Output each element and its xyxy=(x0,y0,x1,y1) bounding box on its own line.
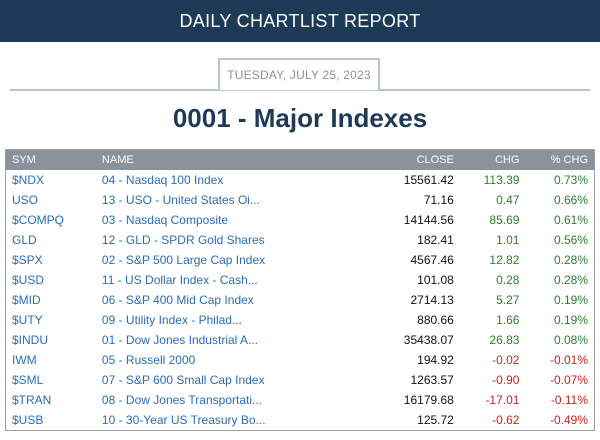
table-row[interactable]: $TRAN 08 - Dow Jones Transportati... 16179… xyxy=(6,390,595,410)
symbol-link[interactable]: $INDU xyxy=(12,333,49,347)
symbol-link[interactable]: USO xyxy=(12,193,39,207)
close-value: 125.72 xyxy=(417,413,454,427)
name-link[interactable]: 04 - Nasdaq 100 Index xyxy=(101,173,224,187)
symbol-link[interactable]: $COMPQ xyxy=(12,213,65,227)
table-row[interactable]: $USB 10 - 30-Year US Treasury Bo... 125.72… xyxy=(6,410,595,431)
table-row[interactable]: USO 13 - USO - United States Oi... 71.16 0.… xyxy=(6,190,595,210)
percent-change-value: 0.08% xyxy=(553,333,588,347)
table-row[interactable]: $UTY 09 - Utility Index - Philad... 880.66… xyxy=(6,310,595,330)
table-row[interactable]: $SML 07 - S&P 600 Small Cap Index 1263.57 -… xyxy=(6,370,595,390)
column-header-chg[interactable]: CHG xyxy=(494,154,520,166)
percent-change-value: -0.11% xyxy=(550,393,588,407)
change-value: 12.82 xyxy=(489,253,520,267)
percent-change-value: 0.28% xyxy=(553,253,588,267)
name-link[interactable]: 03 - Nasdaq Composite xyxy=(101,213,228,227)
change-value: 5.27 xyxy=(496,293,520,307)
column-header-close[interactable]: CLOSE xyxy=(416,154,454,166)
change-value: -0.90 xyxy=(492,373,520,387)
column-header-pct-chg[interactable]: % CHG xyxy=(550,154,588,166)
symbol-link[interactable]: $USD xyxy=(12,273,45,287)
change-value: -0.62 xyxy=(492,413,520,427)
name-link[interactable]: 10 - 30-Year US Treasury Bo... xyxy=(101,413,266,427)
change-value: 0.47 xyxy=(496,193,520,207)
close-value: 16179.68 xyxy=(403,393,454,407)
change-value: -0.02 xyxy=(492,353,520,367)
percent-change-value: -0.01% xyxy=(549,353,588,367)
percent-change-value: 0.66% xyxy=(553,193,588,207)
percent-change-value: 0.73% xyxy=(553,173,588,187)
close-value: 182.41 xyxy=(417,233,454,247)
table-row[interactable]: $INDU 01 - Dow Jones Industrial A... 35438… xyxy=(6,330,595,350)
name-link[interactable]: 12 - GLD - SPDR Gold Shares xyxy=(101,233,265,247)
close-value: 880.66 xyxy=(417,313,454,327)
percent-change-value: 0.56% xyxy=(553,233,588,247)
table-row[interactable]: $MID 06 - S&P 400 Mid Cap Index 2714.13 5.2… xyxy=(6,290,595,310)
close-value: 14144.56 xyxy=(403,213,454,227)
percent-change-value: -0.49% xyxy=(549,413,588,427)
name-link[interactable]: 06 - S&P 400 Mid Cap Index xyxy=(101,293,254,307)
symbol-link[interactable]: $SPX xyxy=(12,253,43,267)
percent-change-value: 0.61% xyxy=(553,213,588,227)
name-link[interactable]: 07 - S&P 600 Small Cap Index xyxy=(101,373,265,387)
name-link[interactable]: 13 - USO - United States Oi... xyxy=(101,193,260,207)
symbol-link[interactable]: $NDX xyxy=(12,173,45,187)
close-value: 194.92 xyxy=(417,353,454,367)
table-row[interactable]: $NDX 04 - Nasdaq 100 Index 15561.42 113.39 0… xyxy=(6,170,595,190)
column-header-name[interactable]: NAME xyxy=(101,154,134,166)
table-row[interactable]: IWM 05 - Russell 2000 194.92 -0.02 -0.01% xyxy=(6,350,595,370)
table-row[interactable]: $USD 11 - US Dollar Index - Cash... 101.08… xyxy=(6,270,595,290)
name-link[interactable]: 02 - S&P 500 Large Cap Index xyxy=(101,253,266,267)
table-row[interactable]: $SPX 02 - S&P 500 Large Cap Index 4567.46 1… xyxy=(6,250,595,270)
change-value: 0.28 xyxy=(496,273,520,287)
symbol-link[interactable]: $USB xyxy=(12,413,44,427)
symbol-link[interactable]: $UTY xyxy=(12,313,43,327)
close-value: 101.08 xyxy=(417,273,454,287)
symbol-link[interactable]: $TRAN xyxy=(12,393,52,407)
report-header-title: DAILY CHARTLIST REPORT xyxy=(179,10,421,31)
name-link[interactable]: 08 - Dow Jones Transportati... xyxy=(101,393,262,407)
name-link[interactable]: 09 - Utility Index - Philad... xyxy=(101,313,242,327)
symbol-link[interactable]: $SML xyxy=(12,373,44,387)
report-date: TUESDAY, JULY 25, 2023 xyxy=(218,58,380,90)
change-value: -17.01 xyxy=(485,393,520,407)
close-value: 15561.42 xyxy=(403,173,454,187)
symbol-link[interactable]: $MID xyxy=(12,293,41,307)
date-section: TUESDAY, JULY 25, 2023 xyxy=(0,42,600,91)
percent-change-value: 0.19% xyxy=(553,293,588,307)
column-header-sym[interactable]: SYM xyxy=(12,154,36,166)
change-value: 26.83 xyxy=(489,333,520,347)
close-value: 4567.46 xyxy=(410,253,454,267)
chartlist-title: 0001 - Major Indexes xyxy=(172,103,428,133)
percent-change-value: 0.28% xyxy=(553,273,588,287)
change-value: 1.01 xyxy=(496,233,520,247)
report-header: DAILY CHARTLIST REPORT xyxy=(0,0,600,42)
change-value: 85.69 xyxy=(489,213,520,227)
close-value: 71.16 xyxy=(423,193,454,207)
change-value: 113.39 xyxy=(483,173,520,187)
close-value: 35438.07 xyxy=(403,333,454,347)
symbol-link[interactable]: GLD xyxy=(12,233,37,247)
chartlist-table: SYM NAME CLOSE CHG % CHG $NDX 04 - Nasdaq… xyxy=(5,149,595,431)
table-header-row: SYM NAME CLOSE CHG % CHG xyxy=(5,149,595,170)
close-value: 1263.57 xyxy=(410,373,454,387)
percent-change-value: 0.19% xyxy=(553,313,588,327)
name-link[interactable]: 01 - Dow Jones Industrial A... xyxy=(101,333,258,347)
table-row[interactable]: $COMPQ 03 - Nasdaq Composite 14144.56 85.69… xyxy=(6,210,595,230)
close-value: 2714.13 xyxy=(410,293,454,307)
date-divider xyxy=(10,89,590,91)
symbol-link[interactable]: IWM xyxy=(12,353,37,367)
percent-change-value: -0.07% xyxy=(549,373,588,387)
change-value: 1.66 xyxy=(496,313,520,327)
table-row[interactable]: GLD 12 - GLD - SPDR Gold Shares 182.41 1.01… xyxy=(6,230,595,250)
name-link[interactable]: 05 - Russell 2000 xyxy=(101,353,196,367)
name-link[interactable]: 11 - US Dollar Index - Cash... xyxy=(101,273,258,287)
